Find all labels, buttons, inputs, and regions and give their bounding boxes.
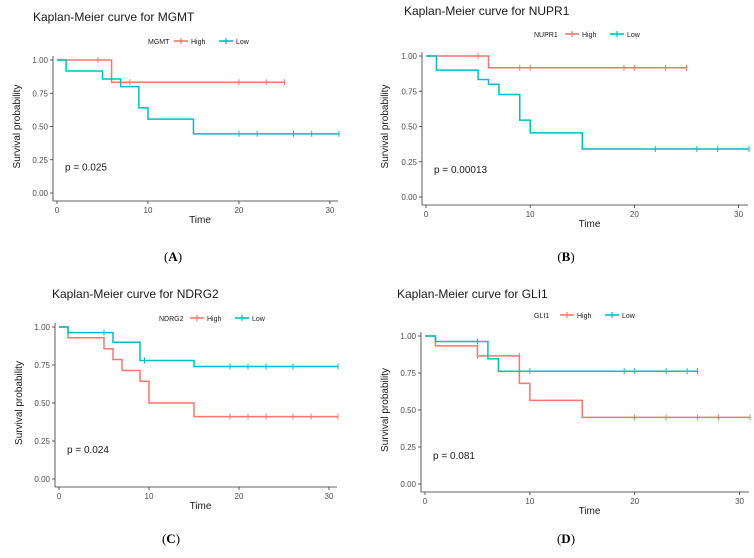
km-panel-d: Kaplan-Meier curve for GLI1 GLI1 High Low 0.… [380, 287, 751, 546]
y-tick-label: 0.25 [401, 158, 417, 167]
x-tick-label: 20 [630, 497, 639, 506]
legend-title: NUPR1 [534, 32, 558, 39]
legend-entry-high: High [191, 39, 206, 46]
p-value: p = 0.025 [65, 162, 107, 173]
p-value: p = 0.024 [67, 445, 109, 456]
panel-caption: (D) [557, 531, 575, 546]
legend-entry-low: Low [622, 313, 636, 320]
legend-entry-low: Low [236, 39, 250, 46]
x-axis-title: Time [579, 219, 601, 230]
p-value: p = 0.00013 [434, 165, 488, 176]
x-tick-label: 20 [235, 492, 244, 501]
y-tick-label: 1.00 [401, 52, 417, 61]
y-tick-label: 0.75 [400, 369, 416, 378]
y-tick-label: 0.25 [400, 443, 416, 452]
survival-curve-high [59, 326, 338, 418]
legend-title: GLI1 [534, 313, 549, 320]
x-tick-label: 10 [144, 206, 153, 215]
x-axis-title: Time [189, 215, 211, 226]
panel-title: Kaplan-Meier curve for MGMT [33, 10, 195, 24]
p-value: p = 0.081 [433, 451, 475, 462]
y-tick-label: 0.25 [32, 156, 48, 165]
y-tick-label: 0.75 [32, 89, 48, 98]
survival-curve-high [425, 335, 750, 419]
panel-title: Kaplan-Meier curve for NDRG2 [52, 287, 219, 301]
panel-caption: (A) [164, 249, 182, 264]
panel-caption: (C) [162, 531, 180, 546]
km-panel-b: Kaplan-Meier curve for NUPR1 NUPR1 High Low… [380, 4, 750, 264]
legend-entry-high: High [582, 32, 597, 39]
km-panel-a: Kaplan-Meier curve for MGMT MGMT High Low 0.… [12, 10, 340, 264]
y-tick-label: 0.75 [34, 361, 50, 370]
y-tick-label: 0.00 [34, 475, 50, 484]
y-axis-title: Survival probability [12, 85, 23, 169]
x-tick-label: 0 [55, 206, 60, 215]
x-tick-label: 20 [234, 206, 243, 215]
y-tick-label: 0.50 [400, 406, 416, 415]
x-tick-label: 10 [145, 492, 154, 501]
y-tick-label: 0.75 [401, 87, 417, 96]
y-axis-title: Survival probability [380, 368, 391, 452]
y-tick-label: 0.50 [401, 123, 417, 132]
survival-curve-high [57, 59, 285, 83]
survival-curve-low [59, 326, 338, 368]
y-axis-title: Survival probability [380, 85, 391, 169]
x-tick-label: 0 [57, 492, 62, 501]
survival-curve-low [425, 335, 698, 372]
x-tick-label: 30 [734, 210, 743, 219]
y-tick-label: 0.00 [401, 193, 417, 202]
y-tick-label: 0.25 [34, 437, 50, 446]
x-tick-label: 0 [424, 210, 429, 219]
y-tick-label: 1.00 [32, 56, 48, 65]
y-tick-label: 0.50 [32, 123, 48, 132]
legend-entry-low: Low [252, 316, 266, 323]
legend-title: NDRG2 [159, 316, 184, 323]
y-tick-label: 1.00 [400, 332, 416, 341]
x-tick-label: 10 [526, 210, 535, 219]
y-axis-title: Survival probability [14, 361, 25, 445]
survival-curve-low [57, 59, 339, 135]
x-axis-title: Time [579, 506, 601, 517]
x-tick-label: 20 [630, 210, 639, 219]
x-axis-title: Time [190, 501, 212, 512]
x-tick-label: 30 [735, 497, 744, 506]
panel-caption: (B) [557, 249, 574, 264]
km-panel-c: Kaplan-Meier curve for NDRG2 NDRG2 High Low… [14, 287, 339, 546]
survival-curve-low [426, 55, 749, 150]
panel-title: Kaplan-Meier curve for NUPR1 [404, 4, 570, 18]
y-tick-label: 0.50 [34, 399, 50, 408]
survival-curve-high [426, 55, 687, 69]
legend-entry-high: High [577, 313, 592, 320]
x-tick-label: 10 [525, 497, 534, 506]
x-tick-label: 0 [423, 497, 428, 506]
y-tick-label: 0.00 [32, 189, 48, 198]
panel-title: Kaplan-Meier curve for GLI1 [397, 287, 548, 301]
legend-entry-high: High [207, 316, 222, 323]
legend-title: MGMT [148, 39, 170, 46]
legend-entry-low: Low [627, 32, 641, 39]
y-tick-label: 1.00 [34, 323, 50, 332]
x-tick-label: 30 [325, 492, 334, 501]
y-tick-label: 0.00 [400, 480, 416, 489]
x-tick-label: 30 [325, 206, 334, 215]
